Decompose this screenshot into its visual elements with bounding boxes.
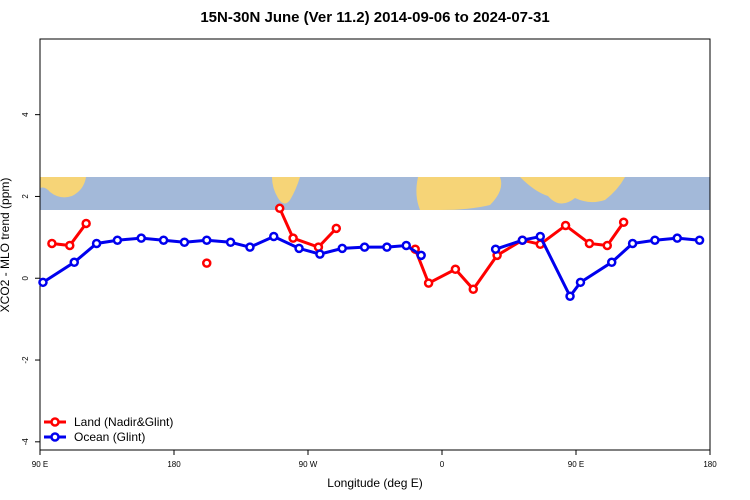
data-point — [694, 235, 705, 245]
y-tick-label: -2 — [21, 356, 30, 364]
data-point — [269, 231, 279, 242]
data-point — [331, 223, 342, 234]
world-map — [40, 177, 710, 210]
data-point — [490, 244, 501, 254]
legend-marker — [50, 432, 60, 442]
data-point — [401, 240, 412, 251]
legend-label: Ocean (Glint) — [74, 430, 145, 444]
plot-frame — [39, 38, 711, 451]
chart-title: 15N-30N June (Ver 11.2) 2014-09-06 to 20… — [200, 9, 549, 26]
data-point — [158, 235, 169, 245]
data-point — [245, 242, 255, 252]
data-point — [565, 291, 575, 301]
data-point — [416, 250, 426, 261]
data-point — [359, 242, 370, 252]
data-point — [69, 257, 79, 268]
x-tick-label: 180 — [167, 460, 181, 469]
data-point — [112, 235, 123, 245]
data-point — [560, 220, 571, 231]
data-point — [315, 249, 325, 259]
y-tick-label: -4 — [21, 438, 30, 446]
data-point — [584, 238, 595, 249]
x-tick-label: 90 E — [32, 460, 48, 469]
data-point — [650, 235, 660, 245]
data-point — [337, 243, 347, 254]
data-point — [202, 235, 212, 245]
y-tick-label: 4 — [21, 112, 30, 117]
data-point — [136, 233, 146, 243]
data-point — [602, 240, 613, 251]
data-point — [575, 277, 586, 288]
data-point — [468, 284, 479, 295]
data-point — [91, 238, 102, 249]
data-point — [274, 203, 285, 214]
legend-marker — [50, 417, 60, 427]
legend-label: Land (Nadir&Glint) — [74, 415, 173, 429]
data-point — [450, 264, 461, 274]
x-tick-label: 180 — [703, 460, 717, 469]
data-point — [535, 231, 546, 242]
data-point — [288, 233, 298, 243]
data-point — [672, 233, 682, 243]
y-tick-label: 0 — [21, 275, 30, 280]
data-point — [382, 242, 392, 252]
x-tick-label: 0 — [440, 460, 445, 469]
data-point — [423, 278, 434, 288]
x-tick-label: 90 E — [568, 460, 584, 469]
data-point — [225, 237, 236, 248]
x-axis-label: Longitude (deg E) — [327, 476, 422, 490]
data-point — [627, 238, 638, 249]
data-point — [202, 258, 212, 268]
data-point — [618, 217, 629, 227]
data-point — [38, 277, 48, 288]
data-point — [81, 218, 91, 229]
y-axis-label: XCO2 - MLO trend (ppm) — [0, 178, 12, 313]
x-tick-label: 90 W — [299, 460, 318, 469]
data-point — [517, 235, 528, 245]
data-point — [294, 243, 304, 254]
y-tick-label: 2 — [21, 194, 30, 199]
data-point — [65, 240, 75, 251]
data-point — [179, 237, 190, 248]
data-point — [606, 257, 617, 268]
data-point — [47, 238, 57, 249]
